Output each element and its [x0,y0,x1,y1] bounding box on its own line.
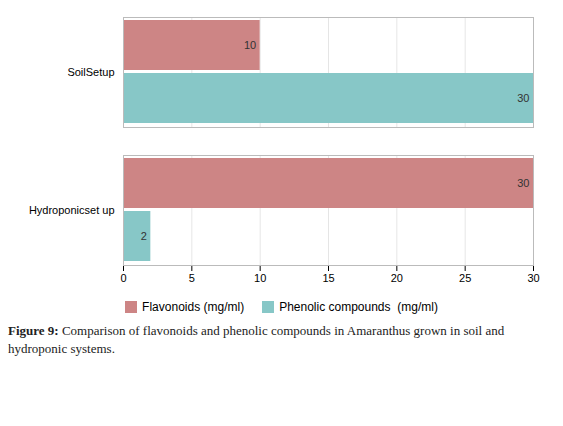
html-text:Figure 9: Comparison of flavon: Figure 9: Comparison of flavonoids and p… [8,323,505,356]
svg-text:Hydroponicset up: Hydroponicset up [29,204,115,216]
svg-text:25: 25 [459,272,471,284]
svg-text:15: 15 [322,272,334,284]
svg-text:10: 10 [254,272,266,284]
svg-text:30: 30 [517,177,529,189]
svg-text:SoilSetup: SoilSetup [67,66,114,78]
svg-text:30: 30 [527,272,539,284]
svg-text:5: 5 [189,272,195,284]
svg-text:10: 10 [244,39,256,51]
html-text:Flavonoids (mg/ml): Flavonoids (mg/ml) [142,300,245,314]
svg-text:2: 2 [141,230,147,242]
svg-text:20: 20 [391,272,403,284]
svg-text:0: 0 [120,272,126,284]
svg-text:30: 30 [517,92,529,104]
html-text:Phenolic compounds (mg/ml): Phenolic compounds (mg/ml) [279,300,438,314]
